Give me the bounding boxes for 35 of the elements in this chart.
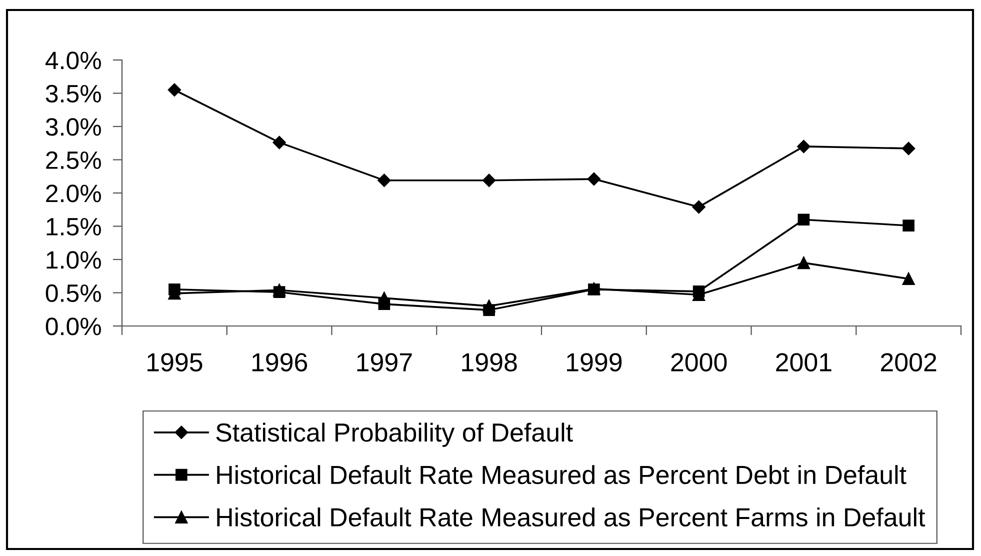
y-tick-label: 1.5% (46, 218, 101, 236)
x-tick-label: 2002 (880, 353, 936, 372)
point (587, 172, 601, 186)
point (797, 256, 810, 270)
point (798, 214, 810, 226)
legend-label: Historical Default Rate Measured as Percent Farms in Default (217, 507, 926, 527)
point (273, 284, 286, 296)
y-tick-label: 4.0% (45, 52, 101, 70)
x-tick-label: 2000 (671, 353, 727, 372)
y-tick-label: 0.5% (46, 284, 101, 302)
y-tick-label: 2.5% (46, 151, 101, 170)
point (902, 220, 914, 232)
point (902, 142, 916, 156)
y-tick-label: 1.0% (46, 251, 101, 269)
x-tick-label: 1995 (148, 353, 202, 372)
point (272, 136, 286, 150)
y-tick-label: 2.0% (46, 184, 101, 202)
x-tick-label: 1996 (252, 353, 308, 372)
point (797, 140, 810, 154)
y-tick-label: 3.0% (46, 118, 101, 136)
x-tick-label: 2001 (776, 353, 832, 372)
x-tick-label: 1997 (357, 353, 412, 372)
legend-label: Historical Default Rate Measured as Percent Debt in Default (217, 465, 906, 484)
x-tick-label: 1998 (462, 353, 517, 372)
point (168, 83, 182, 97)
point (902, 272, 915, 286)
point (692, 200, 706, 214)
point (378, 292, 390, 304)
x-tick-label: 1999 (567, 353, 622, 372)
y-tick-label: 3.5% (46, 84, 101, 103)
legend-label: Statistical Probability of Default (216, 422, 573, 447)
point (378, 174, 391, 187)
y-tick-label: 0.0% (46, 318, 101, 336)
point (482, 300, 496, 312)
point (482, 174, 496, 187)
